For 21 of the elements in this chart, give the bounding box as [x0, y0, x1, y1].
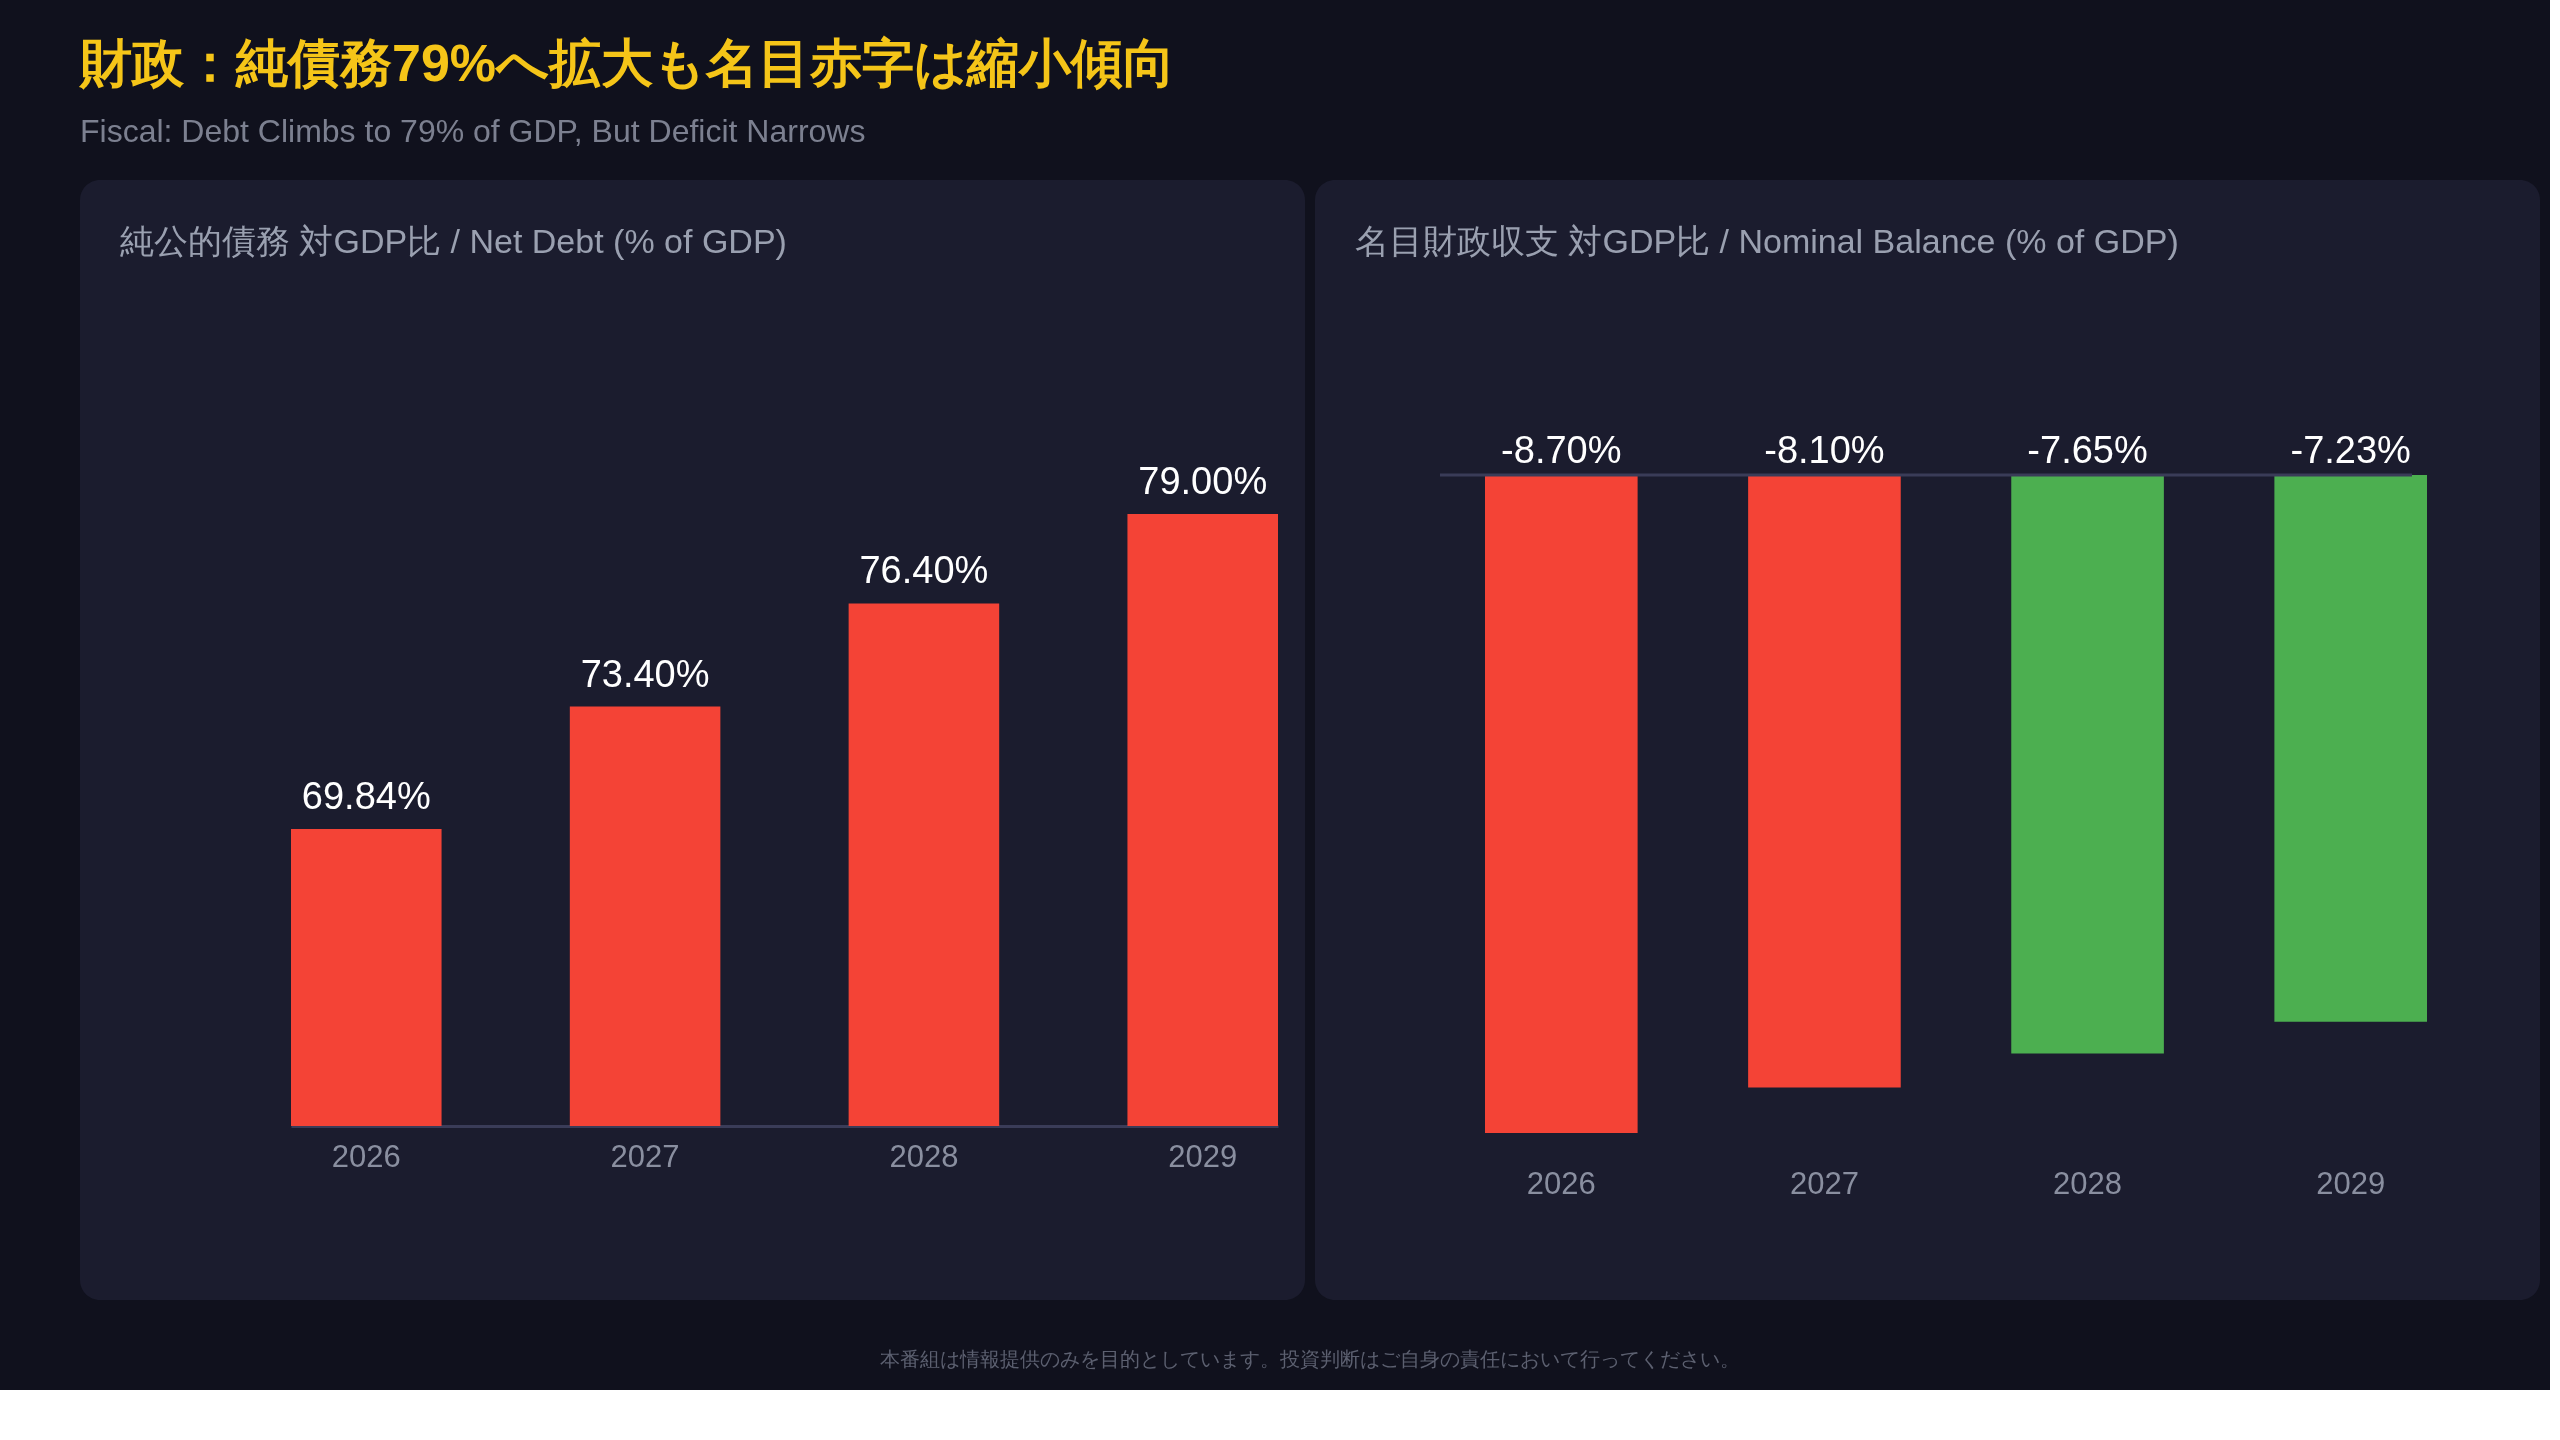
data-label: 79.00%	[1138, 460, 1268, 502]
x-tick-label: 2026	[1526, 1165, 1596, 1201]
data-label: -8.70%	[1501, 429, 1622, 471]
chart-title: 純公的債務 対GDP比 / Net Debt (% of GDP)	[120, 222, 787, 260]
x-tick-label: 2028	[889, 1138, 959, 1174]
data-label: 73.40%	[580, 652, 710, 695]
x-tick-label: 2026	[331, 1138, 401, 1174]
x-tick-label: 2027	[610, 1138, 680, 1174]
data-label: -7.65%	[2027, 429, 2148, 471]
text: 本番組は情報提供のみを目的としています。投資判断はご自身の責任において行ってください。	[880, 1348, 1740, 1370]
text: 財政：純債務79%へ拡大も名目赤字は縮小傾向	[78, 34, 1176, 92]
x-tick-label: 2027	[1789, 1165, 1859, 1201]
data-label: -8.10%	[1764, 429, 1885, 471]
data-label: 76.40%	[859, 549, 989, 592]
data-label: -7.23%	[2290, 429, 2411, 471]
x-tick-label: 2028	[2053, 1165, 2123, 1201]
data-label: 69.84%	[301, 774, 431, 817]
x-tick-label: 2029	[1168, 1138, 1238, 1174]
chart-title: 名目財政収支 対GDP比 / Nominal Balance (% of GDP)	[1355, 222, 2179, 260]
x-tick-label: 2029	[2316, 1165, 2386, 1201]
text: Fiscal: Debt Climbs to 79% of GDP, But Deficit Narrows	[80, 113, 866, 149]
